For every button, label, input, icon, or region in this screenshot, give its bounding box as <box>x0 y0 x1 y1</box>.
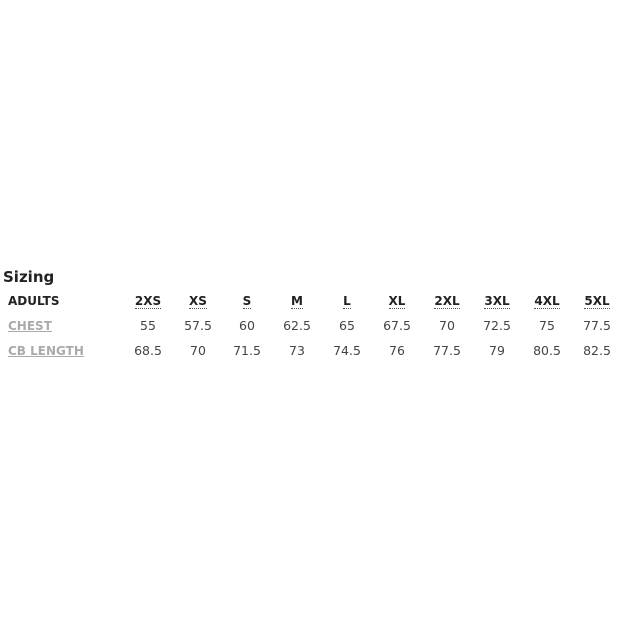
table-cell: 77.5 <box>583 318 611 333</box>
row-label-link[interactable]: CB LENGTH <box>8 344 84 358</box>
table-cell: 70 <box>439 318 455 333</box>
table-cell: 76 <box>389 343 405 358</box>
size-header: XS <box>173 290 223 312</box>
table-cell: 79 <box>489 343 505 358</box>
table-cell: 82.5 <box>583 343 611 358</box>
table-cell: 72.5 <box>483 318 511 333</box>
size-header: 2XS <box>123 290 173 312</box>
size-header-text: M <box>291 294 303 309</box>
table-row: CHEST 55 57.5 60 62.5 65 67.5 70 72.5 75 77.5 <box>0 315 632 337</box>
header-label: ADULTS <box>8 294 60 308</box>
table-cell: 68.5 <box>134 343 162 358</box>
table-cell: 67.5 <box>383 318 411 333</box>
size-header-text: 2XL <box>434 294 460 309</box>
table-cell: 74.5 <box>333 343 361 358</box>
size-header-text: 2XS <box>134 294 162 309</box>
size-header-text: 3XL <box>484 294 510 309</box>
size-header-text: XL <box>388 294 406 309</box>
row-label-link[interactable]: CHEST <box>8 319 52 333</box>
table-cell: 70 <box>190 343 206 358</box>
table-cell: 55 <box>140 318 156 333</box>
table-cell: 73 <box>289 343 305 358</box>
size-header-text: XS <box>189 294 207 309</box>
size-header: S <box>222 290 272 312</box>
table-cell: 65 <box>339 318 355 333</box>
size-header: 5XL <box>572 290 622 312</box>
table-cell: 77.5 <box>433 343 461 358</box>
size-header-text: 5XL <box>584 294 610 309</box>
table-header-row: ADULTS 2XS XS S M L XL 2XL 3XL 4XL 5XL <box>0 290 632 312</box>
table-cell: 60 <box>239 318 255 333</box>
size-header: 2XL <box>422 290 472 312</box>
size-header-text: L <box>343 294 351 309</box>
table-cell: 62.5 <box>283 318 311 333</box>
size-header-text: 4XL <box>534 294 560 309</box>
table-row: CB LENGTH 68.5 70 71.5 73 74.5 76 77.5 79 80.5 82.… <box>0 340 632 362</box>
table-cell: 71.5 <box>233 343 261 358</box>
size-header: 4XL <box>522 290 572 312</box>
size-header: M <box>272 290 322 312</box>
size-header-text: S <box>242 294 252 309</box>
size-header: 3XL <box>472 290 522 312</box>
size-header: XL <box>372 290 422 312</box>
table-cell: 80.5 <box>533 343 561 358</box>
table-cell: 75 <box>539 318 555 333</box>
table-cell: 57.5 <box>184 318 212 333</box>
size-header: L <box>322 290 372 312</box>
sizing-title: Sizing <box>3 268 55 286</box>
